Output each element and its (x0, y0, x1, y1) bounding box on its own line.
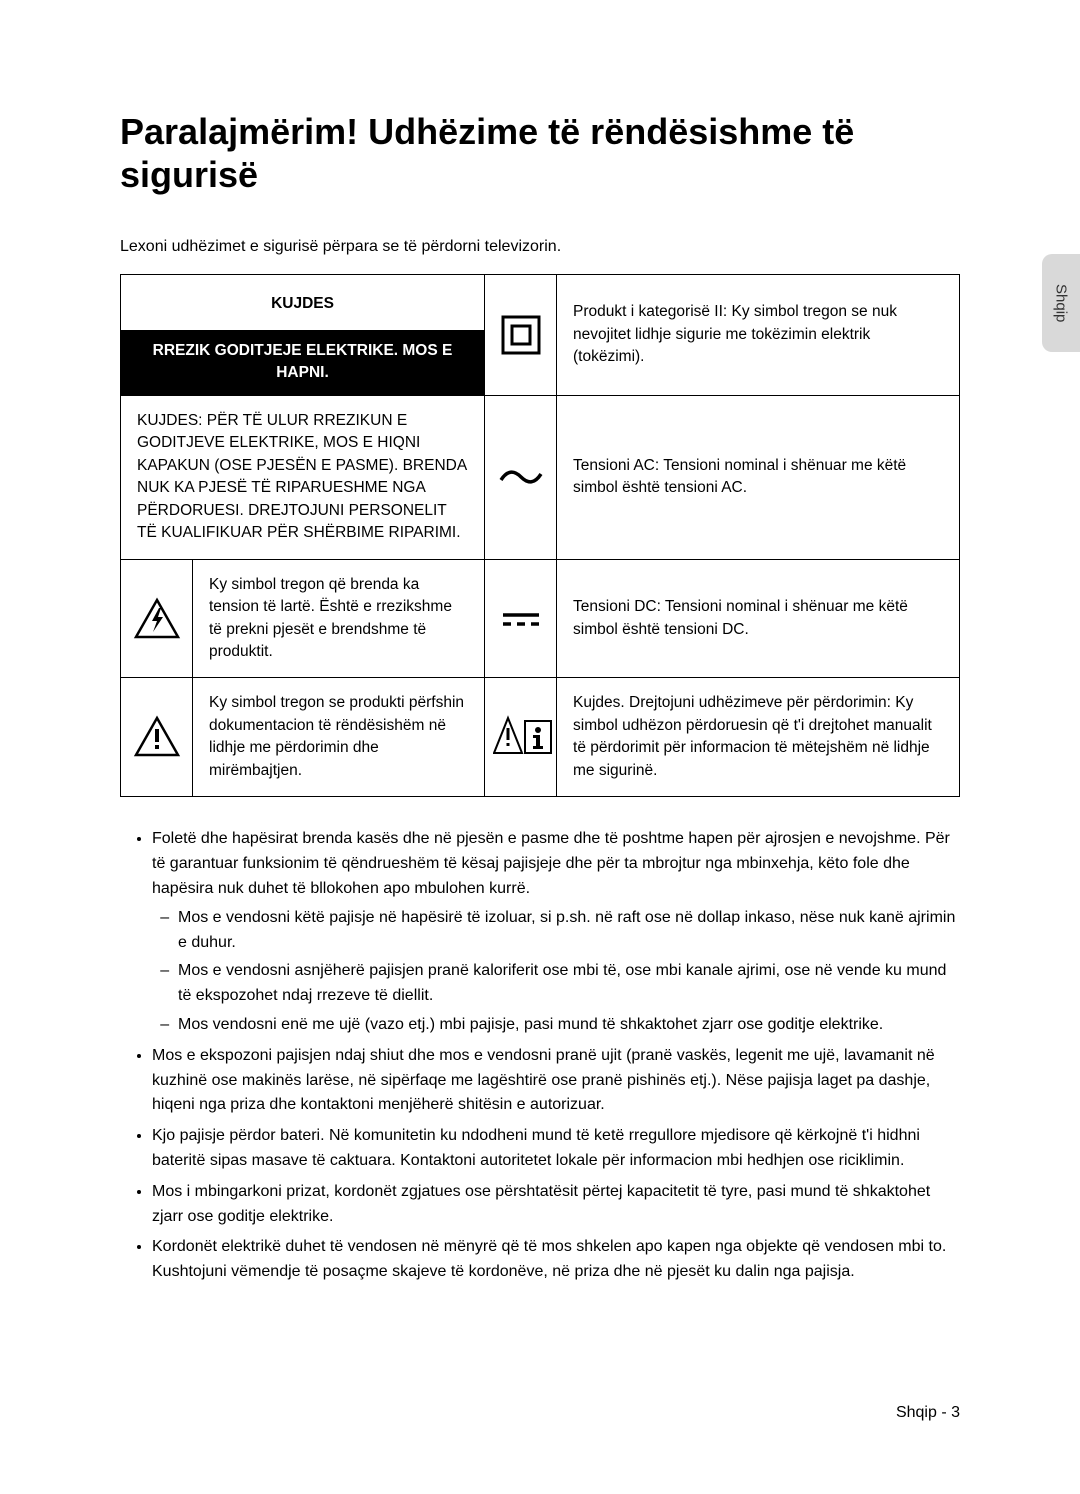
list-item: Mos i mbingarkoni prizat, kordonët zgjat… (152, 1180, 960, 1230)
class-ii-icon (485, 275, 557, 395)
dc-text: Tensioni DC: Tensioni nominal i shënuar … (557, 559, 960, 678)
language-tab: Shqip (1042, 254, 1080, 352)
list-item: Foletë dhe hapësirat brenda kasës dhe në… (152, 827, 960, 1037)
list-item: Kjo pajisje përdor bateri. Në komuniteti… (152, 1124, 960, 1174)
documentation-icon (121, 678, 193, 797)
intro-text: Lexoni udhëzimet e sigurisë përpara se t… (120, 238, 960, 256)
bullet-text: Foletë dhe hapësirat brenda kasës dhe në… (152, 830, 950, 897)
page-footer: Shqip - 3 (896, 1404, 960, 1422)
ac-icon (485, 395, 557, 559)
sub-list-item: Mos e vendosni këtë pajisje në hapësirë … (178, 906, 960, 956)
refer-manual-text: Kujdes. Drejtojuni udhëzimeve për përdor… (557, 678, 960, 797)
ac-text: Tensioni AC: Tensioni nominal i shënuar … (557, 395, 960, 559)
caution-body-text: KUJDES: PËR TË ULUR RREZIKUN E GODITJEVE… (121, 395, 485, 559)
language-tab-label: Shqip (1053, 284, 1070, 322)
documentation-text: Ky simbol tregon se produkti përfshin do… (193, 678, 485, 797)
safety-symbol-table: KUJDES Produkt i kategorisë II: Ky simbo… (120, 274, 960, 797)
high-voltage-text: Ky simbol tregon që brenda ka tension të… (193, 559, 485, 678)
page-title: Paralajmërim! Udhëzime të rëndësishme të… (120, 110, 960, 196)
class-ii-text: Produkt i kategorisë II: Ky simbol trego… (557, 275, 960, 395)
list-item: Mos e ekspozoni pajisjen ndaj shiut dhe … (152, 1044, 960, 1118)
sub-list-item: Mos e vendosni asnjëherë pajisjen pranë … (178, 959, 960, 1009)
sub-list-item: Mos vendosni enë me ujë (vazo etj.) mbi … (178, 1013, 960, 1038)
list-item: Kordonët elektrikë duhet të vendosen në … (152, 1235, 960, 1285)
refer-manual-icon (485, 678, 557, 797)
caution-header: KUJDES (121, 275, 485, 330)
dc-icon (485, 559, 557, 678)
safety-bullet-list: Foletë dhe hapësirat brenda kasës dhe në… (120, 827, 960, 1285)
high-voltage-icon (121, 559, 193, 678)
shock-hazard-banner: RREZIK GODITJEJE ELEKTRIKE. MOS E HAPNI. (121, 330, 485, 395)
